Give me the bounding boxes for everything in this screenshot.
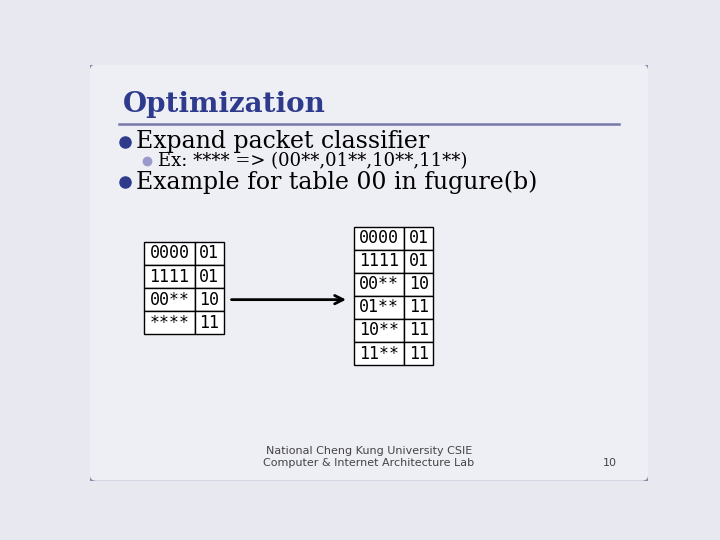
Text: 11: 11 — [409, 321, 428, 340]
Text: 1111: 1111 — [150, 267, 189, 286]
Text: Optimization: Optimization — [122, 91, 325, 118]
Text: National Cheng Kung University CSIE
Computer & Internet Architecture Lab: National Cheng Kung University CSIE Comp… — [264, 446, 474, 468]
Text: 0000: 0000 — [150, 245, 189, 262]
Bar — [404, 273, 433, 296]
Text: 01: 01 — [409, 229, 428, 247]
Text: 10**: 10** — [359, 321, 399, 340]
Bar — [194, 242, 224, 265]
Text: 10: 10 — [603, 457, 617, 468]
Text: 1111: 1111 — [359, 252, 399, 270]
Text: 11: 11 — [199, 314, 220, 332]
Bar — [144, 265, 194, 288]
Text: Ex: **** => (00**,01**,10**,11**): Ex: **** => (00**,01**,10**,11**) — [158, 152, 467, 170]
Text: 11**: 11** — [359, 345, 399, 362]
Text: 01: 01 — [199, 245, 220, 262]
Bar — [144, 242, 194, 265]
Bar — [354, 249, 404, 273]
Text: 00**: 00** — [150, 291, 189, 309]
Bar — [404, 249, 433, 273]
Text: 10: 10 — [409, 275, 428, 293]
Text: 0000: 0000 — [359, 229, 399, 247]
Bar — [404, 319, 433, 342]
Text: 11: 11 — [409, 345, 428, 362]
Text: 01: 01 — [199, 267, 220, 286]
Bar — [354, 226, 404, 249]
Bar — [404, 342, 433, 365]
Bar — [144, 311, 194, 334]
Bar — [354, 296, 404, 319]
Text: Example for table 00 in fugure(b): Example for table 00 in fugure(b) — [137, 170, 538, 194]
Bar — [194, 311, 224, 334]
Bar — [144, 288, 194, 311]
Bar — [354, 342, 404, 365]
Bar — [194, 288, 224, 311]
Bar — [354, 273, 404, 296]
Text: Expand packet classifier: Expand packet classifier — [137, 130, 430, 153]
Text: 01: 01 — [409, 252, 428, 270]
Text: 00**: 00** — [359, 275, 399, 293]
Bar — [194, 265, 224, 288]
Bar — [354, 319, 404, 342]
Text: 01**: 01** — [359, 298, 399, 316]
Text: ****: **** — [150, 314, 189, 332]
Bar — [404, 296, 433, 319]
Text: 11: 11 — [409, 298, 428, 316]
Text: 10: 10 — [199, 291, 220, 309]
Bar — [404, 226, 433, 249]
FancyBboxPatch shape — [89, 63, 649, 482]
